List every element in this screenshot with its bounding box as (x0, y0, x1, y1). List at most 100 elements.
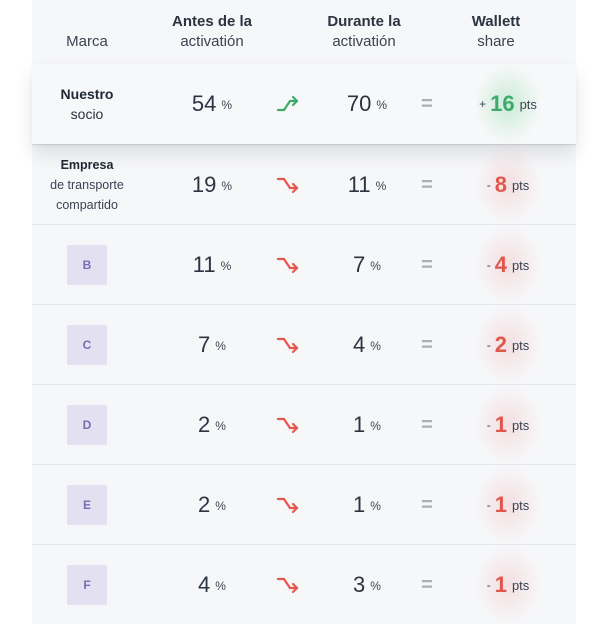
during-number: 3 (353, 572, 366, 597)
percent-unit: % (370, 499, 381, 513)
before-number: 7 (198, 332, 211, 357)
table-header: Marca Antes de la activatión Durante la … (32, 0, 576, 64)
share-content: - 4 pts (487, 252, 530, 278)
header-brand: Marca (32, 32, 142, 52)
before-value: 11 % (172, 225, 252, 305)
during-number: 11 (347, 172, 371, 197)
points-unit: pts (511, 257, 530, 273)
share-change: 8 (494, 172, 507, 197)
share-change: 2 (494, 332, 507, 357)
trend-down-arrow-icon (276, 257, 299, 274)
during-value: 3 % (327, 545, 407, 625)
share-glow (474, 545, 542, 625)
percent-unit: % (376, 98, 388, 112)
share-change: 16 (490, 91, 515, 116)
share-sign: - (486, 418, 491, 432)
during-value: 70 % (327, 64, 407, 144)
header-wallet-line1: Wallett (471, 13, 521, 30)
table-row: E 2 % 1 % = - 1 pts (32, 464, 576, 545)
before-value: 2 % (172, 465, 252, 545)
share-content: - 1 pts (487, 572, 530, 598)
brand-name: Nuestro (60, 86, 114, 102)
percent-unit: % (370, 259, 381, 273)
equals-sign: = (421, 305, 433, 385)
equals-sign: = (421, 145, 433, 225)
percent-unit: % (215, 499, 226, 513)
before-number: 11 (192, 252, 216, 277)
equals-symbol: = (421, 493, 433, 516)
points-unit: pts (511, 497, 530, 513)
during-number: 7 (353, 252, 366, 277)
table-row: D 2 % 1 % = - 1 pts (32, 384, 576, 465)
header-during: Durante la activatión (294, 12, 434, 52)
brand-badge-letter: D (82, 418, 92, 432)
percent-unit: % (375, 179, 387, 193)
trend-down-arrow-icon (276, 337, 299, 354)
before-value: 2 % (172, 385, 252, 465)
brand-cell: E (32, 465, 142, 545)
brand-cell: Empresa de transporte compartido (32, 145, 142, 225)
share-sign: + (479, 97, 487, 111)
header-before-line1: Antes de la (171, 13, 253, 30)
percent-unit: % (215, 339, 226, 353)
percent-unit: % (370, 339, 381, 353)
wallet-share-value: + 16 pts (444, 64, 572, 144)
brand-badge: E (67, 485, 107, 525)
percent-unit: % (215, 419, 226, 433)
wallet-share-value: - 1 pts (444, 465, 572, 545)
during-number: 70 (346, 91, 372, 116)
header-wallet: Wallett share (444, 12, 548, 52)
wallet-share-value: - 1 pts (444, 545, 572, 625)
before-value: 4 % (172, 545, 252, 625)
trend-up-arrow-icon (276, 95, 299, 112)
equals-sign: = (421, 385, 433, 465)
brand-badge: C (67, 325, 107, 365)
brand-badge-letter: F (83, 578, 91, 592)
wallet-share-value: - 8 pts (444, 145, 572, 225)
trend-down-arrow-icon (276, 417, 299, 434)
points-unit: pts (511, 177, 530, 193)
share-change: 1 (494, 412, 507, 437)
trend-down-arrow-icon (276, 177, 299, 194)
percent-unit: % (370, 579, 381, 593)
header-before-line2: activatión (180, 33, 244, 50)
table-row: F 4 % 3 % = - 1 pts (32, 544, 576, 625)
brand-cell: F (32, 545, 142, 625)
equals-symbol: = (421, 333, 433, 356)
during-value: 11 % (327, 145, 407, 225)
share-content: - 1 pts (487, 492, 530, 518)
before-number: 4 (198, 572, 211, 597)
wallet-share-value: - 2 pts (444, 305, 572, 385)
header-during-line1: Durante la (327, 13, 401, 30)
during-value: 1 % (327, 385, 407, 465)
share-sign: - (486, 338, 491, 352)
points-unit: pts (519, 96, 537, 112)
before-number: 54 (191, 91, 217, 116)
brand-cell: C (32, 305, 142, 385)
trend-down-arrow-icon (276, 577, 299, 594)
equals-symbol: = (421, 573, 433, 596)
percent-unit: % (221, 98, 233, 112)
equals-sign: = (421, 64, 433, 144)
during-value: 1 % (327, 465, 407, 545)
brand-name: Empresa (60, 158, 114, 172)
percent-unit: % (370, 419, 381, 433)
header-before: Antes de la activatión (142, 12, 282, 52)
points-unit: pts (511, 577, 530, 593)
equals-sign: = (421, 225, 433, 305)
equals-symbol: = (421, 173, 433, 196)
trend-down-arrow-icon (276, 497, 299, 514)
header-brand-label: Marca (66, 33, 108, 50)
table-row: B 11 % 7 % = - 4 pts (32, 224, 576, 305)
share-sign: - (486, 578, 491, 592)
brand-badge: B (67, 245, 107, 285)
share-glow (474, 465, 542, 545)
equals-sign: = (421, 465, 433, 545)
brand-cell: Nuestro socio (32, 64, 142, 144)
percent-unit: % (220, 259, 232, 273)
equals-sign: = (421, 545, 433, 625)
equals-symbol: = (421, 413, 433, 436)
brand-badge-letter: B (82, 258, 92, 272)
share-content: - 1 pts (487, 412, 530, 438)
share-change: 4 (494, 252, 507, 277)
